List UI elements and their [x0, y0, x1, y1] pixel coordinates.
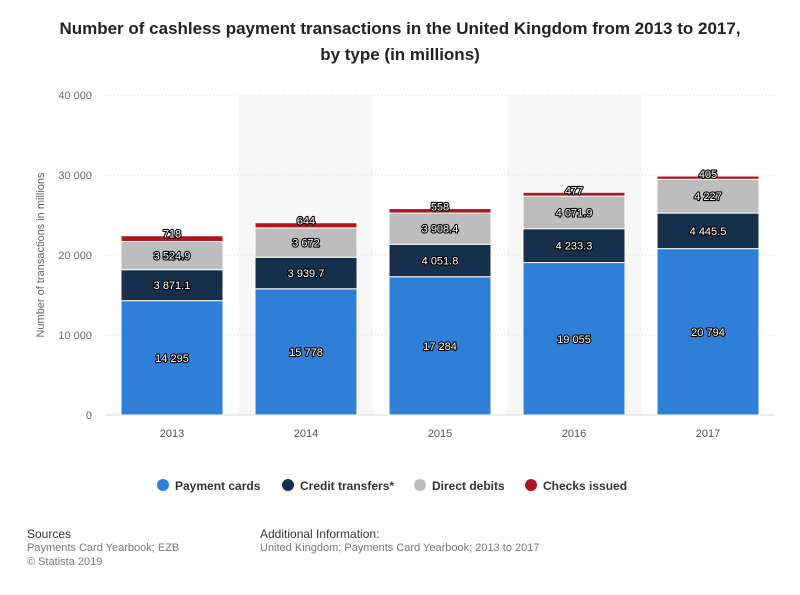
data-label: 14 295	[155, 353, 189, 365]
bar-segment[interactable]	[388, 276, 492, 416]
data-label: 718	[163, 229, 181, 241]
additional-info-line: United Kingdom; Payments Card Yearbook; …	[260, 542, 540, 554]
legend-item[interactable]: Credit transfers*	[282, 479, 394, 493]
bar-segment[interactable]	[522, 191, 626, 197]
stacked-bar-chart: 0 10 000 20 000 30 000 40 000 Number of tran…	[35, 90, 775, 493]
y-tick-label: 40 000	[58, 90, 92, 102]
data-label: 4 071.9	[556, 207, 593, 219]
data-label: 3 908.4	[422, 224, 459, 236]
x-tick-label: 2016	[562, 428, 586, 440]
x-tick-label: 2017	[696, 428, 720, 440]
copyright-line[interactable]: © Statista 2019	[27, 556, 103, 568]
data-label: 558	[431, 202, 449, 214]
data-label: 3 672	[292, 238, 320, 250]
data-label: 4 445.5	[690, 226, 727, 238]
legend-item[interactable]: Payment cards	[157, 479, 261, 493]
chart-title-line1: Number of cashless payment transactions …	[59, 19, 741, 38]
bar-segment[interactable]	[254, 288, 358, 416]
data-label: 3 871.1	[154, 280, 191, 292]
bar-segment[interactable]	[120, 300, 224, 416]
y-tick-label: 0	[86, 410, 92, 422]
bar-segment[interactable]	[522, 228, 626, 264]
sources-heading: Sources	[27, 527, 72, 541]
legend-marker-icon	[414, 479, 426, 491]
y-tick-label: 30 000	[58, 170, 92, 182]
bar-segment[interactable]	[254, 222, 358, 229]
data-label: 477	[565, 185, 583, 197]
data-label: 17 284	[423, 341, 457, 353]
data-label: 4 227	[694, 191, 722, 203]
bar-segment[interactable]	[254, 256, 358, 290]
x-tick-label: 2014	[294, 428, 318, 440]
bar-segment[interactable]	[120, 235, 224, 242]
bar-segment[interactable]	[388, 208, 492, 214]
bar-segment[interactable]	[522, 195, 626, 230]
sources-block: Sources Payments Card Yearbook; EZB © St…	[27, 527, 179, 569]
legend-item[interactable]: Direct debits	[414, 479, 505, 493]
data-label: 15 778	[289, 347, 323, 359]
data-label: 3 939.7	[288, 268, 325, 280]
chart-title: Number of cashless payment transactions …	[40, 16, 760, 68]
x-tick-label: 2013	[160, 428, 184, 440]
bar-segment[interactable]	[522, 262, 626, 416]
sources-line[interactable]: Payments Card Yearbook; EZB	[27, 542, 180, 554]
legend-marker-icon	[525, 479, 537, 491]
bar-segment[interactable]	[388, 212, 492, 245]
y-tick-label: 10 000	[58, 330, 92, 342]
legend-marker-icon	[282, 479, 294, 491]
y-axis-label: Number of transactions in millions	[35, 172, 47, 338]
additional-info-heading: Additional Information:	[260, 527, 380, 541]
bar-segment[interactable]	[120, 269, 224, 302]
data-label: 20 794	[691, 327, 725, 339]
legend-label: Credit transfers*	[300, 479, 394, 493]
legend-label: Payment cards	[175, 479, 261, 493]
legend-item[interactable]: Checks issued	[525, 479, 627, 493]
data-label: 644	[297, 216, 315, 228]
bar-segment[interactable]	[656, 175, 760, 180]
data-label: 19 055	[557, 334, 591, 346]
legend-label: Direct debits	[432, 479, 505, 493]
data-label: 4 233.3	[556, 241, 593, 253]
additional-info-block: Additional Information: United Kingdom; …	[260, 527, 539, 555]
bar-segment[interactable]	[656, 212, 760, 250]
bar-segment[interactable]	[120, 240, 224, 271]
x-tick-label: 2015	[428, 428, 452, 440]
bar-segment[interactable]	[254, 227, 358, 258]
data-label: 405	[699, 169, 717, 181]
y-tick-label: 20 000	[58, 250, 92, 262]
data-label: 4 051.8	[422, 256, 459, 268]
chart-title-line2: by type (in millions)	[320, 45, 480, 64]
legend-label: Checks issued	[543, 479, 627, 493]
bar-segment[interactable]	[656, 248, 760, 416]
legend-marker-icon	[157, 479, 169, 491]
data-label: 3 524.9	[154, 251, 191, 263]
